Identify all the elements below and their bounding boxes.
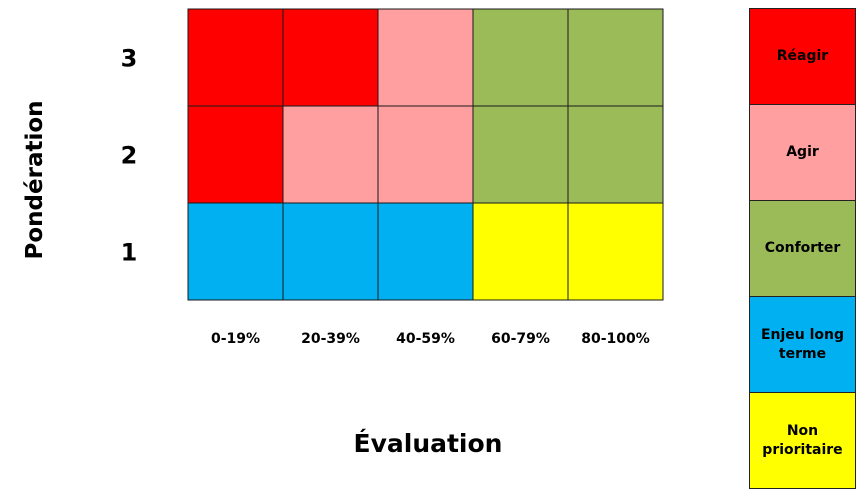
y-tick-label: 3 [121,45,138,73]
legend-item: Réagir [749,8,856,105]
legend: Réagir Agir Conforter Enjeu long terme Non p… [749,8,856,489]
x-tick-labels: 0-19% 20-39% 40-59% 60-79% 80-100% [211,331,650,347]
legend-item-label: Réagir [776,48,829,65]
legend-item-label: Non prioritaire [762,422,843,458]
heatmap-cell-0-0 [187,8,284,107]
y-axis-label: Pondération [22,100,48,259]
y-tick-label: 1 [121,239,138,267]
x-tick-label: 60-79% [491,331,550,347]
heatmap-cell-2-0 [187,202,284,301]
x-tick-label: 40-59% [396,331,455,347]
legend-item-label: Conforter [764,240,841,257]
heatmap-cell-0-1 [282,8,379,107]
x-tick-label: 80-100% [581,331,650,347]
heatmap-cell-0-3 [472,8,569,107]
legend-item: Agir [749,104,856,201]
heatmap-cell-1-4 [567,105,664,204]
heatmap-cell-0-2 [377,8,474,107]
legend-item: Non prioritaire [749,392,856,489]
legend-item-label: Agir [786,144,819,161]
heatmap-cell-1-3 [472,105,569,204]
x-tick-label: 20-39% [301,331,360,347]
heatmap-cell-2-4 [567,202,664,301]
y-tick-label: 2 [121,142,138,170]
legend-item: Enjeu long terme [749,296,856,393]
heatmap-cells [187,8,664,301]
heatmap-cell-1-1 [282,105,379,204]
x-axis-label: Évaluation [354,429,503,458]
heatmap-cell-2-1 [282,202,379,301]
x-tick-label: 0-19% [211,331,260,347]
y-tick-labels: 3 2 1 [121,45,138,267]
legend-item-label: Enjeu long terme [760,326,845,362]
legend-item: Conforter [749,200,856,297]
heatmap-cell-1-0 [187,105,284,204]
heatmap-cell-2-3 [472,202,569,301]
heatmap-cell-0-4 [567,8,664,107]
heatmap-chart: 3 2 1 0-19% 20-39% 40-59% 60-79% 80-100% Évalu… [22,8,664,458]
heatmap-cell-2-2 [377,202,474,301]
heatmap-cell-1-2 [377,105,474,204]
